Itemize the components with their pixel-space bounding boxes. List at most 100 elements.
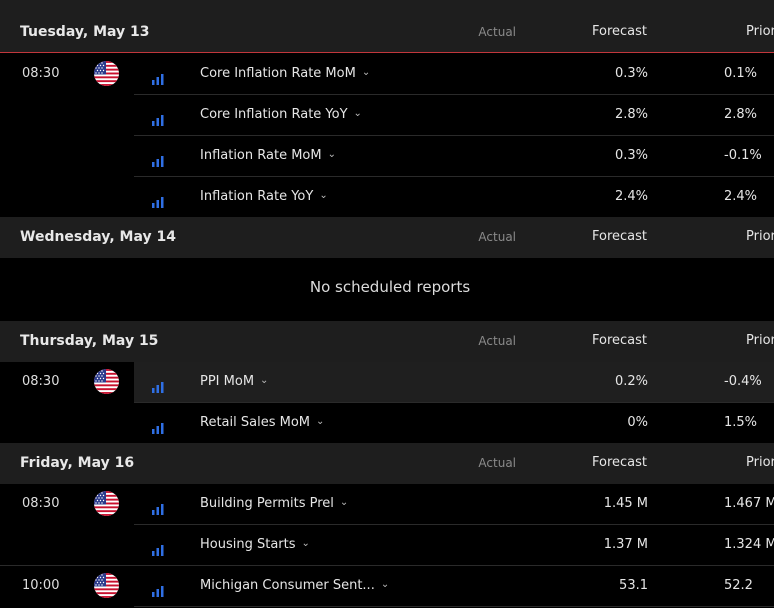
- importance-bars-icon: [152, 500, 164, 515]
- event-name-label: Core Inflation Rate YoY: [200, 107, 348, 122]
- forecast-value: 1.37 M: [603, 537, 648, 552]
- importance-bars-icon: [152, 111, 164, 126]
- chevron-down-icon[interactable]: ⌄: [301, 538, 310, 549]
- importance-bars-icon: [152, 378, 164, 393]
- actual-column-header: Actual: [478, 334, 516, 348]
- event-name[interactable]: Core Inflation Rate MoM ⌄: [200, 66, 370, 81]
- forecast-value: 0.3%: [614, 66, 648, 81]
- event-name-label: Inflation Rate YoY: [200, 189, 314, 204]
- event-row[interactable]: 08:30 Core Inflation Rate MoM ⌄ 0.3% 0.1%: [0, 54, 774, 95]
- forecast-column-header: Forecast: [591, 24, 647, 39]
- event-name-label: Inflation Rate MoM: [200, 148, 322, 163]
- prior-value: 2.4%: [724, 189, 758, 204]
- row-divider: [0, 565, 774, 566]
- event-row[interactable]: 08:30 Building Permits Prel ⌄ 1.45 M 1.467 M: [0, 484, 774, 525]
- forecast-value: 1.45 M: [603, 496, 648, 511]
- event-name[interactable]: Inflation Rate YoY ⌄: [200, 189, 328, 204]
- prior-column-header: Prior: [746, 455, 774, 470]
- row-divider: [134, 606, 774, 607]
- us-flag-icon: [94, 491, 119, 516]
- us-flag-icon: [94, 573, 119, 598]
- event-row[interactable]: 10:00 Michigan Consumer Sent... ⌄ 53.1 52.2: [0, 566, 774, 607]
- prior-column-header: Prior: [746, 229, 774, 244]
- event-time: 10:00: [22, 578, 60, 593]
- event-name[interactable]: Housing Starts ⌄: [200, 537, 310, 552]
- row-divider: [134, 94, 774, 95]
- prior-value: 1.5%: [724, 415, 758, 430]
- day-header: Wednesday, May 14 Actual Forecast Prior: [0, 217, 774, 258]
- chevron-down-icon[interactable]: ⌄: [361, 67, 371, 78]
- chevron-down-icon[interactable]: ⌄: [260, 375, 269, 386]
- event-row[interactable]: 08:30 PPI MoM ⌄ 0.2% -0.4%: [0, 362, 774, 403]
- day-header: Tuesday, May 13 Actual Forecast Prior: [0, 12, 774, 53]
- prior-value: 0.1%: [724, 66, 758, 81]
- event-name-label: Michigan Consumer Sent...: [200, 578, 375, 593]
- forecast-value: 0.3%: [614, 148, 648, 163]
- chevron-down-icon[interactable]: ⌄: [353, 108, 362, 119]
- event-name[interactable]: Michigan Consumer Sent... ⌄: [200, 578, 389, 593]
- prior-value: -0.4%: [724, 374, 762, 389]
- event-name[interactable]: Inflation Rate MoM ⌄: [200, 148, 336, 163]
- event-name[interactable]: Building Permits Prel ⌄: [200, 496, 348, 511]
- event-name-label: Core Inflation Rate MoM: [200, 66, 356, 81]
- day-title: Friday, May 16: [20, 455, 135, 471]
- actual-column-header: Actual: [478, 230, 516, 244]
- importance-bars-icon: [152, 193, 164, 208]
- importance-bars-icon: [152, 152, 164, 167]
- event-name[interactable]: Retail Sales MoM ⌄: [200, 415, 324, 430]
- chevron-down-icon[interactable]: ⌄: [380, 579, 390, 590]
- empty-day: No scheduled reports: [0, 258, 774, 321]
- day-title: Thursday, May 15: [20, 333, 159, 349]
- us-flag-icon: [94, 369, 119, 394]
- actual-column-header: Actual: [478, 456, 516, 470]
- chevron-down-icon[interactable]: ⌄: [319, 190, 328, 201]
- row-divider: [134, 402, 774, 403]
- event-row[interactable]: Retail Sales MoM ⌄ 0% 1.5%: [0, 403, 774, 444]
- importance-bars-icon: [152, 582, 164, 597]
- importance-bars-icon: [152, 70, 164, 85]
- forecast-column-header: Forecast: [591, 455, 647, 470]
- event-name[interactable]: Core Inflation Rate YoY ⌄: [200, 107, 362, 122]
- prior-value: 52.2: [724, 578, 753, 593]
- actual-column-header: Actual: [478, 25, 516, 39]
- us-flag-icon: [94, 61, 119, 86]
- forecast-value: 0%: [627, 415, 648, 430]
- prior-value: 2.8%: [724, 107, 758, 122]
- forecast-value: 53.1: [619, 578, 648, 593]
- prior-column-header: Prior: [746, 333, 774, 348]
- prior-value: -0.1%: [724, 148, 762, 163]
- event-row[interactable]: Inflation Rate YoY ⌄ 2.4% 2.4%: [0, 177, 774, 218]
- event-name-label: PPI MoM: [200, 374, 255, 389]
- prior-value: 1.467 M: [724, 496, 774, 511]
- forecast-column-header: Forecast: [591, 333, 647, 348]
- forecast-value: 2.8%: [614, 107, 648, 122]
- prior-value: 1.324 M: [724, 537, 774, 552]
- day-title: Tuesday, May 13: [20, 24, 150, 40]
- row-divider: [134, 524, 774, 525]
- event-row[interactable]: Inflation Rate MoM ⌄ 0.3% -0.1%: [0, 136, 774, 177]
- top-bar: [0, 0, 774, 12]
- event-row[interactable]: Core Inflation Rate YoY ⌄ 2.8% 2.8%: [0, 95, 774, 136]
- day-title: Wednesday, May 14: [20, 229, 176, 245]
- chevron-down-icon[interactable]: ⌄: [339, 497, 349, 508]
- event-name[interactable]: PPI MoM ⌄: [200, 374, 268, 389]
- event-name-label: Building Permits Prel: [200, 496, 334, 511]
- prior-column-header: Prior: [746, 24, 774, 39]
- chevron-down-icon[interactable]: ⌄: [316, 416, 325, 427]
- event-time: 08:30: [22, 496, 60, 511]
- event-time: 08:30: [22, 66, 60, 81]
- row-divider: [134, 176, 774, 177]
- day-header: Thursday, May 15 Actual Forecast Prior: [0, 321, 774, 362]
- no-reports-message: No scheduled reports: [309, 278, 471, 296]
- importance-bars-icon: [152, 541, 164, 556]
- forecast-value: 0.2%: [614, 374, 648, 389]
- row-divider: [134, 135, 774, 136]
- forecast-column-header: Forecast: [591, 229, 647, 244]
- importance-bars-icon: [152, 419, 164, 434]
- event-name-label: Retail Sales MoM: [200, 415, 310, 430]
- event-time: 08:30: [22, 374, 60, 389]
- day-header: Friday, May 16 Actual Forecast Prior: [0, 443, 774, 484]
- chevron-down-icon[interactable]: ⌄: [327, 149, 336, 160]
- event-row[interactable]: Housing Starts ⌄ 1.37 M 1.324 M: [0, 525, 774, 566]
